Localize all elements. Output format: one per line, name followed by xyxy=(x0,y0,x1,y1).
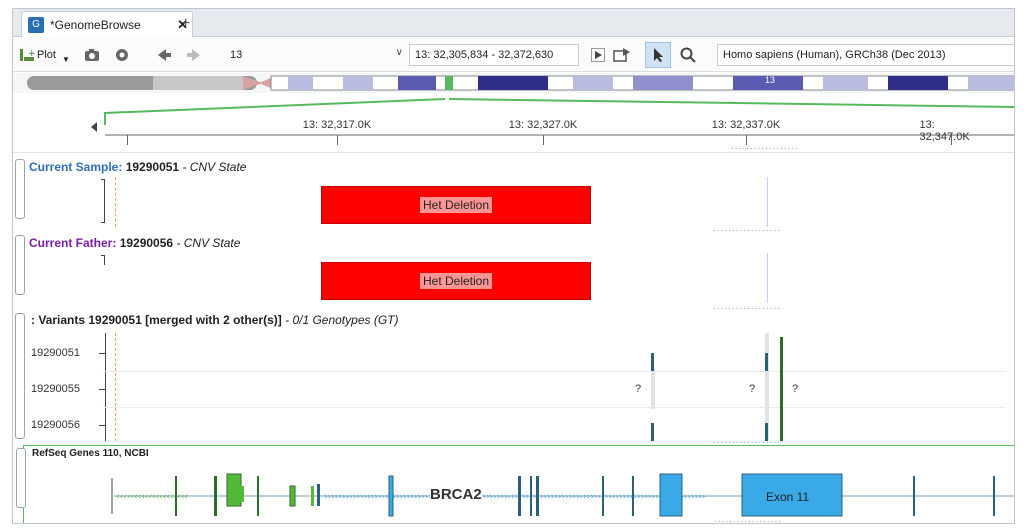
sample-track-title: Current Sample: 19290051 - CNV State xyxy=(29,160,246,174)
chromosome-select[interactable]: 13 ∨ xyxy=(225,44,407,66)
variant-unknown-mark: ? xyxy=(749,383,756,395)
chromosome-ideogram[interactable]: 13 xyxy=(13,73,1014,93)
tab-bar: G *GenomeBrowse ✕ + xyxy=(13,9,1014,37)
variant-marker[interactable] xyxy=(651,353,654,371)
variant-marker[interactable] xyxy=(780,337,783,441)
tab-label: *GenomeBrowse xyxy=(50,17,141,32)
ruler-tick-label: 13: 32,327.0K xyxy=(508,119,578,131)
plot-add-icon: + xyxy=(20,49,35,61)
sample-cnv-track: Current Sample: 19290051 - CNV State Het… xyxy=(13,157,1014,234)
cnv-label: Het Deletion xyxy=(419,197,493,213)
variant-column xyxy=(765,333,769,441)
cnv-segment[interactable]: Het Deletion xyxy=(321,186,591,224)
row-divider xyxy=(103,371,1006,372)
ruler-tick-label: 13: 32,347.0K xyxy=(919,119,970,143)
zoom-indicator xyxy=(91,98,1014,136)
svg-text:‹‹‹‹‹‹‹‹‹‹‹‹‹‹‹‹‹‹‹‹: ‹‹‹‹‹‹‹‹‹‹‹‹‹‹‹‹‹‹‹‹ xyxy=(116,492,188,502)
father-cnv-track: Current Father: 19290056 - CNV State Het… xyxy=(13,233,1014,312)
ideogram-band-label: 13 xyxy=(765,75,776,85)
resize-grip[interactable]: .................. xyxy=(731,141,800,152)
location-value: 13: 32,305,834 - 32,372,630 xyxy=(415,49,554,61)
variant-marker[interactable] xyxy=(651,423,654,441)
plot-button[interactable]: + Plot ▼ xyxy=(19,44,70,66)
variants-title: : Variants 19290051 [merged with 2 other… xyxy=(31,313,282,327)
variants-track-title: : Variants 19290051 [merged with 2 other… xyxy=(31,313,398,327)
tab-close-icon[interactable]: ✕ xyxy=(177,16,188,32)
sample-id: 19290051 xyxy=(125,160,180,174)
track-drag-handle[interactable] xyxy=(16,448,26,508)
track-drag-handle[interactable] xyxy=(15,313,25,439)
pointer-tool-icon[interactable] xyxy=(645,42,671,68)
location-input[interactable]: 13: 32,305,834 - 32,372,630 xyxy=(409,44,579,66)
father-prefix: Current Father: xyxy=(29,236,117,250)
variant-sample-label: 19290051 xyxy=(31,347,80,359)
genome-browse-window: G *GenomeBrowse ✕ + + Plot ▼ 13 xyxy=(12,8,1015,524)
exon-label: Exon 11 xyxy=(766,490,810,504)
track-bracket xyxy=(101,179,105,223)
ruler-tick xyxy=(337,135,338,145)
row-divider xyxy=(103,407,1006,408)
track-bracket xyxy=(101,255,105,265)
svg-text:››››››››››››››››››››››››››››››: ››››››››››››››››››››››››››››››››››››››››… xyxy=(324,492,706,502)
variant-sample-label: 19290055 xyxy=(31,383,80,395)
ruler-tick xyxy=(746,135,747,145)
genes-track-title: RefSeq Genes 110, NCBI xyxy=(32,448,149,459)
father-id: 19290056 xyxy=(119,236,174,250)
forward-arrow-icon[interactable] xyxy=(183,44,205,66)
refseq-genes-track: RefSeq Genes 110, NCBI ‹‹‹‹‹‹‹‹‹‹‹‹‹‹‹‹‹… xyxy=(16,445,1015,524)
export-icon[interactable] xyxy=(611,44,633,66)
ruler-tick-label: 13: 32,337.0K xyxy=(711,119,781,131)
resize-grip[interactable]: .................. xyxy=(713,223,782,234)
variant-column xyxy=(651,369,655,409)
ruler-tick xyxy=(951,135,952,145)
chromosome-value: 13 xyxy=(230,49,243,61)
back-arrow-icon[interactable] xyxy=(153,44,175,66)
father-suffix: - CNV State xyxy=(176,236,241,250)
genomebrowse-icon: G xyxy=(28,16,44,33)
cnv-segment[interactable]: Het Deletion xyxy=(321,262,591,300)
genome-value: Homo sapiens (Human), GRCh38 (Dec 2013) xyxy=(723,49,946,61)
svg-text:+: + xyxy=(28,49,35,59)
sample-suffix: - CNV State xyxy=(182,160,247,174)
variants-suffix: - 0/1 Genotypes (GT) xyxy=(285,313,399,327)
plot-label: Plot xyxy=(37,49,56,61)
toolbar: + Plot ▼ 13 ∨ 13: 32,305,834 - 32,372,63… xyxy=(13,38,1014,72)
variants-track: : Variants 19290051 [merged with 2 other… xyxy=(13,309,1014,446)
go-icon[interactable] xyxy=(587,44,609,66)
ideogram-svg xyxy=(27,75,1014,91)
variant-unknown-mark: ? xyxy=(792,383,799,395)
dashed-marker xyxy=(115,177,116,227)
variant-marker[interactable] xyxy=(765,353,768,371)
cursor-line xyxy=(767,253,768,303)
cnv-label: Het Deletion xyxy=(419,273,493,289)
variants-axis xyxy=(105,333,106,441)
zoom-search-icon[interactable] xyxy=(677,44,699,66)
chevron-down-icon: ∨ xyxy=(395,47,403,58)
add-tab-icon[interactable]: + xyxy=(181,15,191,32)
camera-icon[interactable] xyxy=(81,44,103,66)
dashed-marker xyxy=(115,333,116,441)
gene-model-svg[interactable]: ‹‹‹‹‹‹‹‹‹‹‹‹‹‹‹‹‹‹‹‹ ›››››››››››››››››››… xyxy=(24,456,1015,524)
ruler-tick-label: 13: 32,317.0K xyxy=(302,119,372,131)
track-drag-handle[interactable] xyxy=(15,159,25,219)
father-track-title: Current Father: 19290056 - CNV State xyxy=(29,236,240,250)
ruler-tick xyxy=(543,135,544,145)
position-ruler[interactable]: 13: 32,317.0K 13: 32,327.0K 13: 32,337.0… xyxy=(13,93,1014,153)
resize-grip[interactable]: .................. xyxy=(713,435,782,446)
track-drag-handle[interactable] xyxy=(15,235,25,295)
cursor-line xyxy=(767,177,768,227)
plot-dropdown-icon: ▼ xyxy=(61,54,70,64)
tab-genomebrowse[interactable]: G *GenomeBrowse ✕ xyxy=(21,11,193,37)
sample-prefix: Current Sample: xyxy=(29,160,123,174)
resize-grip[interactable]: .................. xyxy=(714,514,783,524)
ruler-tick xyxy=(127,135,128,145)
gene-name-label: BRCA2 xyxy=(430,486,482,503)
variant-marker[interactable] xyxy=(765,423,768,441)
resize-grip[interactable]: .................. xyxy=(713,301,782,312)
gear-icon[interactable] xyxy=(111,44,133,66)
genome-select[interactable]: Homo sapiens (Human), GRCh38 (Dec 2013) xyxy=(717,44,1014,66)
variant-sample-label: 19290056 xyxy=(31,419,80,431)
variant-unknown-mark: ? xyxy=(635,383,642,395)
